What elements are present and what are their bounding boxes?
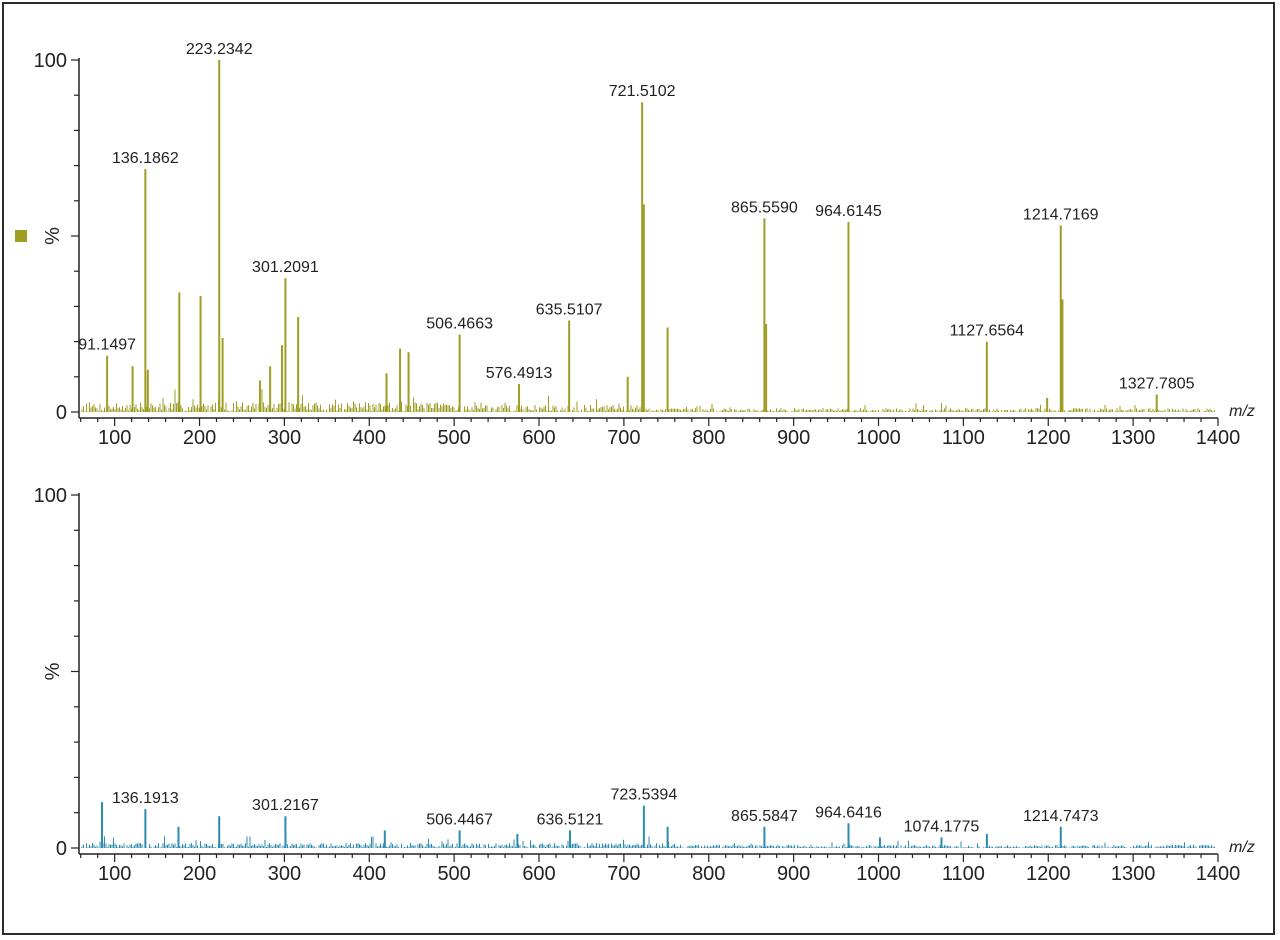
peak-label-91.1497: 91.1497 xyxy=(78,337,136,354)
x-tick-label-200: 200 xyxy=(183,427,216,449)
x-tick-label-500: 500 xyxy=(437,863,470,885)
x-tick-label-100: 100 xyxy=(98,863,131,885)
x-tick-label-300: 300 xyxy=(268,863,301,885)
x-tick-label-200: 200 xyxy=(183,863,216,885)
spectrum-panel-top: 91.1497 136.1862 223.2342 301.2091 506.4663 5… xyxy=(15,41,1255,449)
x-tick-label-300: 300 xyxy=(268,427,301,449)
peak-label-721.5102: 721.5102 xyxy=(609,83,676,100)
spectrum-panel-bottom: 136.1913 301.2167 506.4467 636.5121 723.5394… xyxy=(34,485,1255,885)
x-tick-label-1000: 1000 xyxy=(856,863,901,885)
peak-label-576.4913: 576.4913 xyxy=(486,365,553,382)
peak-label-964.6145: 964.6145 xyxy=(815,203,882,220)
x-tick-label-1100: 1100 xyxy=(942,427,985,449)
peak-label-1214.7473: 1214.7473 xyxy=(1023,808,1099,825)
peak-label-506.4663: 506.4663 xyxy=(426,316,493,333)
x-axis-label: m/z xyxy=(1229,839,1255,856)
x-tick-label-900: 900 xyxy=(777,427,810,449)
baseline-noise xyxy=(81,836,1215,848)
x-tick-label-600: 600 xyxy=(522,427,555,449)
peak-label-506.4467: 506.4467 xyxy=(426,811,493,828)
peaks: 136.1913 301.2167 506.4467 636.5121 723.5394… xyxy=(101,787,1099,848)
x-tick-label-1100: 1100 xyxy=(942,863,985,885)
peaks: 91.1497 136.1862 223.2342 301.2091 506.4663 5… xyxy=(78,41,1195,412)
y-axis-label: % xyxy=(42,662,64,680)
series-legend-marker xyxy=(15,230,27,242)
x-tick-label-1300: 1300 xyxy=(1111,863,1156,885)
y-tick-label-0: 0 xyxy=(56,402,67,424)
peak-label-964.6416: 964.6416 xyxy=(815,804,882,821)
y-tick-label-100: 100 xyxy=(34,485,67,507)
peak-label-636.5121: 636.5121 xyxy=(537,811,604,828)
x-tick-label-700: 700 xyxy=(607,427,640,449)
peak-label-865.5847: 865.5847 xyxy=(731,808,798,825)
peak-label-223.2342: 223.2342 xyxy=(186,41,253,58)
x-tick-label-400: 400 xyxy=(353,427,386,449)
x-tick-label-900: 900 xyxy=(777,863,810,885)
x-tick-label-1200: 1200 xyxy=(1026,427,1071,449)
peak-label-136.1913: 136.1913 xyxy=(112,790,179,807)
x-tick-label-1200: 1200 xyxy=(1026,863,1071,885)
peak-label-301.2167: 301.2167 xyxy=(252,797,319,814)
x-tick-label-100: 100 xyxy=(98,427,131,449)
x-tick-label-800: 800 xyxy=(692,863,725,885)
x-tick-label-600: 600 xyxy=(522,863,555,885)
peak-label-1327.7805: 1327.7805 xyxy=(1119,375,1195,392)
peak-label-865.5590: 865.5590 xyxy=(731,199,798,216)
x-tick-label-1000: 1000 xyxy=(856,427,901,449)
x-tick-label-1400: 1400 xyxy=(1196,427,1241,449)
peak-label-1127.6564: 1127.6564 xyxy=(950,323,1025,340)
peak-label-136.1862: 136.1862 xyxy=(112,150,179,167)
peak-label-1074.1775: 1074.1775 xyxy=(904,818,980,835)
y-tick-label-100: 100 xyxy=(34,50,67,72)
x-axis-label: m/z xyxy=(1229,403,1255,420)
peak-label-301.2091: 301.2091 xyxy=(252,259,319,276)
x-tick-label-500: 500 xyxy=(437,427,470,449)
x-tick-label-800: 800 xyxy=(692,427,725,449)
y-axis-label: % xyxy=(42,227,64,245)
y-tick-label-0: 0 xyxy=(56,838,67,860)
x-tick-label-1400: 1400 xyxy=(1196,863,1241,885)
x-tick-label-400: 400 xyxy=(353,863,386,885)
peak-label-1214.7169: 1214.7169 xyxy=(1023,206,1099,223)
x-tick-label-1300: 1300 xyxy=(1111,427,1156,449)
peak-label-723.5394: 723.5394 xyxy=(610,787,677,804)
baseline-noise xyxy=(81,388,1215,412)
peak-label-635.5107: 635.5107 xyxy=(536,301,603,318)
x-tick-label-700: 700 xyxy=(607,863,640,885)
